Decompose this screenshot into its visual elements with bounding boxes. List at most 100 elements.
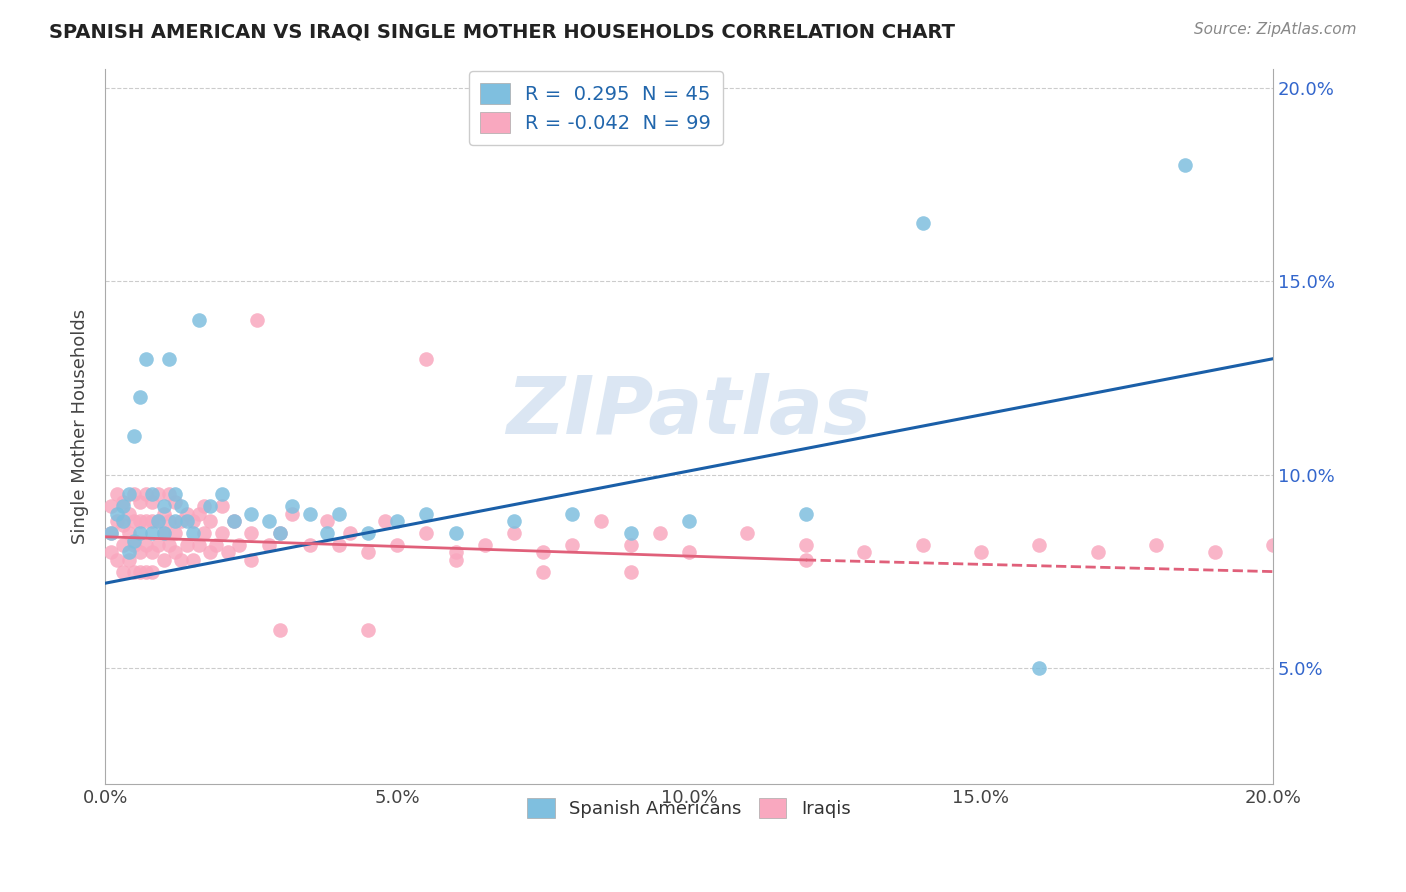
Point bbox=[503, 514, 526, 528]
Point bbox=[165, 545, 187, 559]
Point bbox=[620, 537, 643, 551]
Point bbox=[129, 495, 152, 509]
Point bbox=[124, 514, 146, 528]
Point bbox=[135, 565, 157, 579]
Text: Source: ZipAtlas.com: Source: ZipAtlas.com bbox=[1194, 22, 1357, 37]
Point bbox=[257, 537, 280, 551]
Point bbox=[165, 514, 187, 528]
Point bbox=[124, 565, 146, 579]
Point bbox=[159, 514, 181, 528]
Point bbox=[1028, 661, 1050, 675]
Point bbox=[1144, 537, 1167, 551]
Point bbox=[165, 487, 187, 501]
Point bbox=[117, 553, 139, 567]
Point bbox=[135, 537, 157, 551]
Point bbox=[385, 514, 408, 528]
Point bbox=[269, 525, 291, 540]
Point bbox=[281, 499, 304, 513]
Point bbox=[165, 525, 187, 540]
Point bbox=[105, 507, 128, 521]
Point bbox=[591, 514, 613, 528]
Point bbox=[181, 514, 204, 528]
Point bbox=[159, 487, 181, 501]
Point bbox=[794, 507, 817, 521]
Point bbox=[531, 565, 554, 579]
Point bbox=[357, 545, 380, 559]
Point bbox=[193, 525, 215, 540]
Point bbox=[246, 313, 269, 327]
Point bbox=[240, 553, 263, 567]
Y-axis label: Single Mother Households: Single Mother Households bbox=[72, 309, 89, 544]
Point bbox=[385, 537, 408, 551]
Point bbox=[117, 507, 139, 521]
Point bbox=[152, 553, 174, 567]
Point bbox=[794, 537, 817, 551]
Point bbox=[111, 495, 134, 509]
Point bbox=[111, 565, 134, 579]
Point bbox=[170, 514, 193, 528]
Point bbox=[211, 499, 233, 513]
Point bbox=[176, 537, 198, 551]
Point bbox=[176, 507, 198, 521]
Point bbox=[678, 514, 700, 528]
Point bbox=[444, 545, 467, 559]
Point bbox=[100, 525, 122, 540]
Point bbox=[222, 514, 245, 528]
Point bbox=[146, 514, 169, 528]
Point bbox=[129, 514, 152, 528]
Point bbox=[620, 565, 643, 579]
Point bbox=[141, 545, 163, 559]
Point bbox=[111, 499, 134, 513]
Point bbox=[135, 487, 157, 501]
Point bbox=[911, 216, 934, 230]
Point bbox=[357, 525, 380, 540]
Point bbox=[737, 525, 759, 540]
Point bbox=[794, 553, 817, 567]
Point bbox=[135, 514, 157, 528]
Text: SPANISH AMERICAN VS IRAQI SINGLE MOTHER HOUSEHOLDS CORRELATION CHART: SPANISH AMERICAN VS IRAQI SINGLE MOTHER … bbox=[49, 22, 955, 41]
Point bbox=[117, 545, 139, 559]
Point bbox=[129, 545, 152, 559]
Point bbox=[193, 499, 215, 513]
Point bbox=[853, 545, 876, 559]
Point bbox=[200, 545, 222, 559]
Point bbox=[100, 545, 122, 559]
Point bbox=[111, 514, 134, 528]
Point bbox=[620, 525, 643, 540]
Point bbox=[129, 525, 152, 540]
Point bbox=[415, 525, 437, 540]
Point bbox=[129, 565, 152, 579]
Point bbox=[152, 499, 174, 513]
Point bbox=[187, 507, 209, 521]
Point bbox=[200, 499, 222, 513]
Point bbox=[1028, 537, 1050, 551]
Point bbox=[152, 525, 174, 540]
Point bbox=[141, 525, 163, 540]
Point bbox=[531, 545, 554, 559]
Point bbox=[124, 487, 146, 501]
Point bbox=[117, 487, 139, 501]
Point bbox=[970, 545, 993, 559]
Point bbox=[298, 507, 321, 521]
Point bbox=[561, 507, 583, 521]
Point bbox=[152, 525, 174, 540]
Point bbox=[474, 537, 496, 551]
Point bbox=[257, 514, 280, 528]
Point bbox=[152, 507, 174, 521]
Point bbox=[100, 499, 122, 513]
Point bbox=[181, 525, 204, 540]
Point bbox=[316, 525, 339, 540]
Point bbox=[159, 351, 181, 366]
Legend: Spanish Americans, Iraqis: Spanish Americans, Iraqis bbox=[520, 791, 858, 825]
Point bbox=[105, 487, 128, 501]
Point bbox=[240, 507, 263, 521]
Point bbox=[141, 487, 163, 501]
Point bbox=[1174, 158, 1197, 172]
Point bbox=[316, 514, 339, 528]
Point bbox=[222, 514, 245, 528]
Point bbox=[181, 553, 204, 567]
Point bbox=[269, 623, 291, 637]
Point bbox=[141, 514, 163, 528]
Point bbox=[141, 565, 163, 579]
Point bbox=[911, 537, 934, 551]
